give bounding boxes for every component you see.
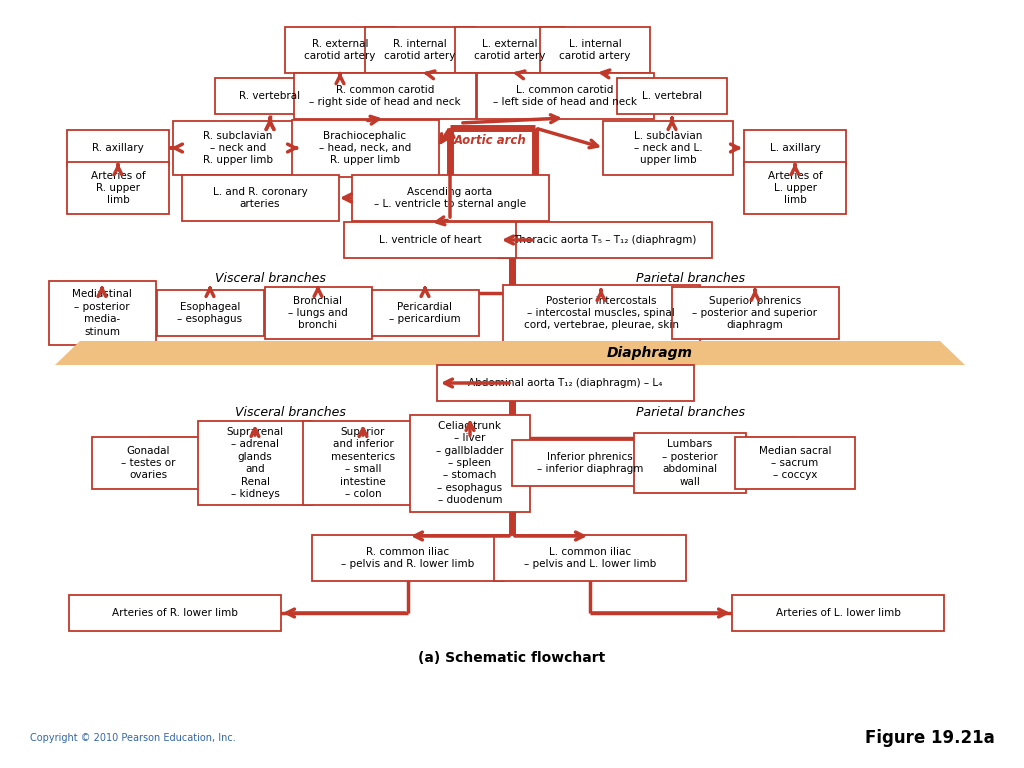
- Text: Abdominal aorta T₁₂ (diaphragm) – L₄: Abdominal aorta T₁₂ (diaphragm) – L₄: [468, 378, 663, 388]
- Text: Posterior intercostals
– intercostal muscles, spinal
cord, vertebrae, pleurae, s: Posterior intercostals – intercostal mus…: [523, 296, 679, 330]
- FancyBboxPatch shape: [512, 440, 669, 486]
- Text: Lumbars
– posterior
abdominal
wall: Lumbars – posterior abdominal wall: [663, 439, 718, 487]
- Text: (a) Schematic flowchart: (a) Schematic flowchart: [419, 651, 605, 665]
- Text: R. common iliac
– pelvis and R. lower limb: R. common iliac – pelvis and R. lower li…: [341, 547, 475, 569]
- FancyBboxPatch shape: [173, 121, 303, 175]
- FancyBboxPatch shape: [181, 175, 339, 221]
- FancyBboxPatch shape: [48, 281, 156, 345]
- FancyBboxPatch shape: [344, 222, 516, 258]
- Text: L. ventricle of heart: L. ventricle of heart: [379, 235, 481, 245]
- FancyBboxPatch shape: [312, 535, 504, 581]
- FancyBboxPatch shape: [672, 287, 839, 339]
- Text: Mediastinal
– posterior
media-
stinum: Mediastinal – posterior media- stinum: [72, 290, 132, 336]
- FancyBboxPatch shape: [735, 437, 855, 489]
- Text: L. axillary: L. axillary: [770, 143, 820, 153]
- FancyBboxPatch shape: [92, 437, 204, 489]
- Text: R. subclavian
– neck and
R. upper limb: R. subclavian – neck and R. upper limb: [203, 131, 273, 165]
- Text: Arteries of
R. upper
limb: Arteries of R. upper limb: [91, 170, 145, 205]
- Text: R. vertebral: R. vertebral: [240, 91, 301, 101]
- Text: Arteries of
L. upper
limb: Arteries of L. upper limb: [768, 170, 822, 205]
- FancyBboxPatch shape: [372, 290, 478, 336]
- FancyBboxPatch shape: [294, 73, 476, 119]
- Text: Arteries of R. lower limb: Arteries of R. lower limb: [112, 608, 238, 618]
- FancyBboxPatch shape: [494, 535, 686, 581]
- Text: L. subclavian
– neck and L.
upper limb: L. subclavian – neck and L. upper limb: [634, 131, 702, 165]
- FancyBboxPatch shape: [198, 421, 312, 505]
- Text: R. internal
carotid artery: R. internal carotid artery: [384, 39, 456, 61]
- Text: Aortic arch: Aortic arch: [454, 134, 526, 147]
- Text: Esophageal
– esophagus: Esophageal – esophagus: [177, 302, 243, 324]
- FancyBboxPatch shape: [365, 27, 475, 73]
- Text: Median sacral
– sacrum
– coccyx: Median sacral – sacrum – coccyx: [759, 445, 831, 481]
- Text: Parietal branches: Parietal branches: [636, 272, 744, 284]
- FancyBboxPatch shape: [67, 162, 169, 214]
- Text: Bronchial
– lungs and
bronchi: Bronchial – lungs and bronchi: [288, 296, 348, 330]
- Text: Superior phrenics
– posterior and superior
diaphragm: Superior phrenics – posterior and superi…: [692, 296, 817, 330]
- Text: Inferior phrenics
– inferior diaphragm: Inferior phrenics – inferior diaphragm: [537, 452, 643, 474]
- Text: Visceral branches: Visceral branches: [234, 406, 345, 419]
- Text: Gonadal
– testes or
ovaries: Gonadal – testes or ovaries: [121, 445, 175, 481]
- FancyBboxPatch shape: [498, 222, 712, 258]
- Text: L. vertebral: L. vertebral: [642, 91, 702, 101]
- Polygon shape: [55, 341, 965, 365]
- Text: Brachiocephalic
– head, neck, and
R. upper limb: Brachiocephalic – head, neck, and R. upp…: [318, 131, 411, 165]
- FancyBboxPatch shape: [503, 284, 699, 342]
- FancyBboxPatch shape: [744, 162, 846, 214]
- FancyBboxPatch shape: [732, 595, 944, 631]
- FancyBboxPatch shape: [292, 120, 438, 177]
- FancyBboxPatch shape: [603, 121, 733, 175]
- Text: Thoracic aorta T₅ – T₁₂ (diaphragm): Thoracic aorta T₅ – T₁₂ (diaphragm): [513, 235, 696, 245]
- FancyBboxPatch shape: [634, 433, 746, 493]
- Text: Diaphragm: Diaphragm: [607, 346, 693, 360]
- Text: Copyright © 2010 Pearson Education, Inc.: Copyright © 2010 Pearson Education, Inc.: [30, 733, 236, 743]
- Text: Superior
and inferior
mesenterics
– small
intestine
– colon: Superior and inferior mesenterics – smal…: [331, 427, 395, 499]
- Text: Ascending aorta
– L. ventricle to sternal angle: Ascending aorta – L. ventricle to sterna…: [374, 187, 526, 209]
- Text: L. and R. coronary
arteries: L. and R. coronary arteries: [213, 187, 307, 209]
- Text: L. external
carotid artery: L. external carotid artery: [474, 39, 546, 61]
- FancyBboxPatch shape: [215, 78, 325, 114]
- Text: L. common carotid
– left side of head and neck: L. common carotid – left side of head an…: [493, 84, 637, 108]
- Text: Pericardial
– pericardium: Pericardial – pericardium: [389, 302, 461, 324]
- Text: Figure 19.21a: Figure 19.21a: [865, 729, 995, 747]
- FancyBboxPatch shape: [744, 130, 846, 166]
- Text: L. internal
carotid artery: L. internal carotid artery: [559, 39, 631, 61]
- Text: Suprarenal
– adrenal
glands
and
Renal
– kidneys: Suprarenal – adrenal glands and Renal – …: [226, 427, 284, 499]
- FancyBboxPatch shape: [436, 365, 693, 401]
- Text: Arteries of L. lower limb: Arteries of L. lower limb: [775, 608, 900, 618]
- Text: R. external
carotid artery: R. external carotid artery: [304, 39, 376, 61]
- FancyBboxPatch shape: [410, 415, 530, 511]
- FancyBboxPatch shape: [69, 595, 281, 631]
- FancyBboxPatch shape: [476, 73, 653, 119]
- FancyBboxPatch shape: [351, 175, 549, 221]
- FancyBboxPatch shape: [540, 27, 650, 73]
- FancyBboxPatch shape: [67, 130, 169, 166]
- Text: Celiac trunk
– liver
– gallbladder
– spleen
– stomach
– esophagus
– duodenum: Celiac trunk – liver – gallbladder – spl…: [436, 421, 504, 505]
- FancyBboxPatch shape: [455, 27, 565, 73]
- FancyBboxPatch shape: [285, 27, 395, 73]
- FancyBboxPatch shape: [264, 287, 372, 339]
- FancyBboxPatch shape: [157, 290, 263, 336]
- Text: Visceral branches: Visceral branches: [215, 272, 326, 284]
- Text: R. axillary: R. axillary: [92, 143, 144, 153]
- Text: L. common iliac
– pelvis and L. lower limb: L. common iliac – pelvis and L. lower li…: [524, 547, 656, 569]
- FancyBboxPatch shape: [303, 421, 423, 505]
- Text: Parietal branches: Parietal branches: [636, 406, 744, 419]
- Text: R. common carotid
– right side of head and neck: R. common carotid – right side of head a…: [309, 84, 461, 108]
- FancyBboxPatch shape: [617, 78, 727, 114]
